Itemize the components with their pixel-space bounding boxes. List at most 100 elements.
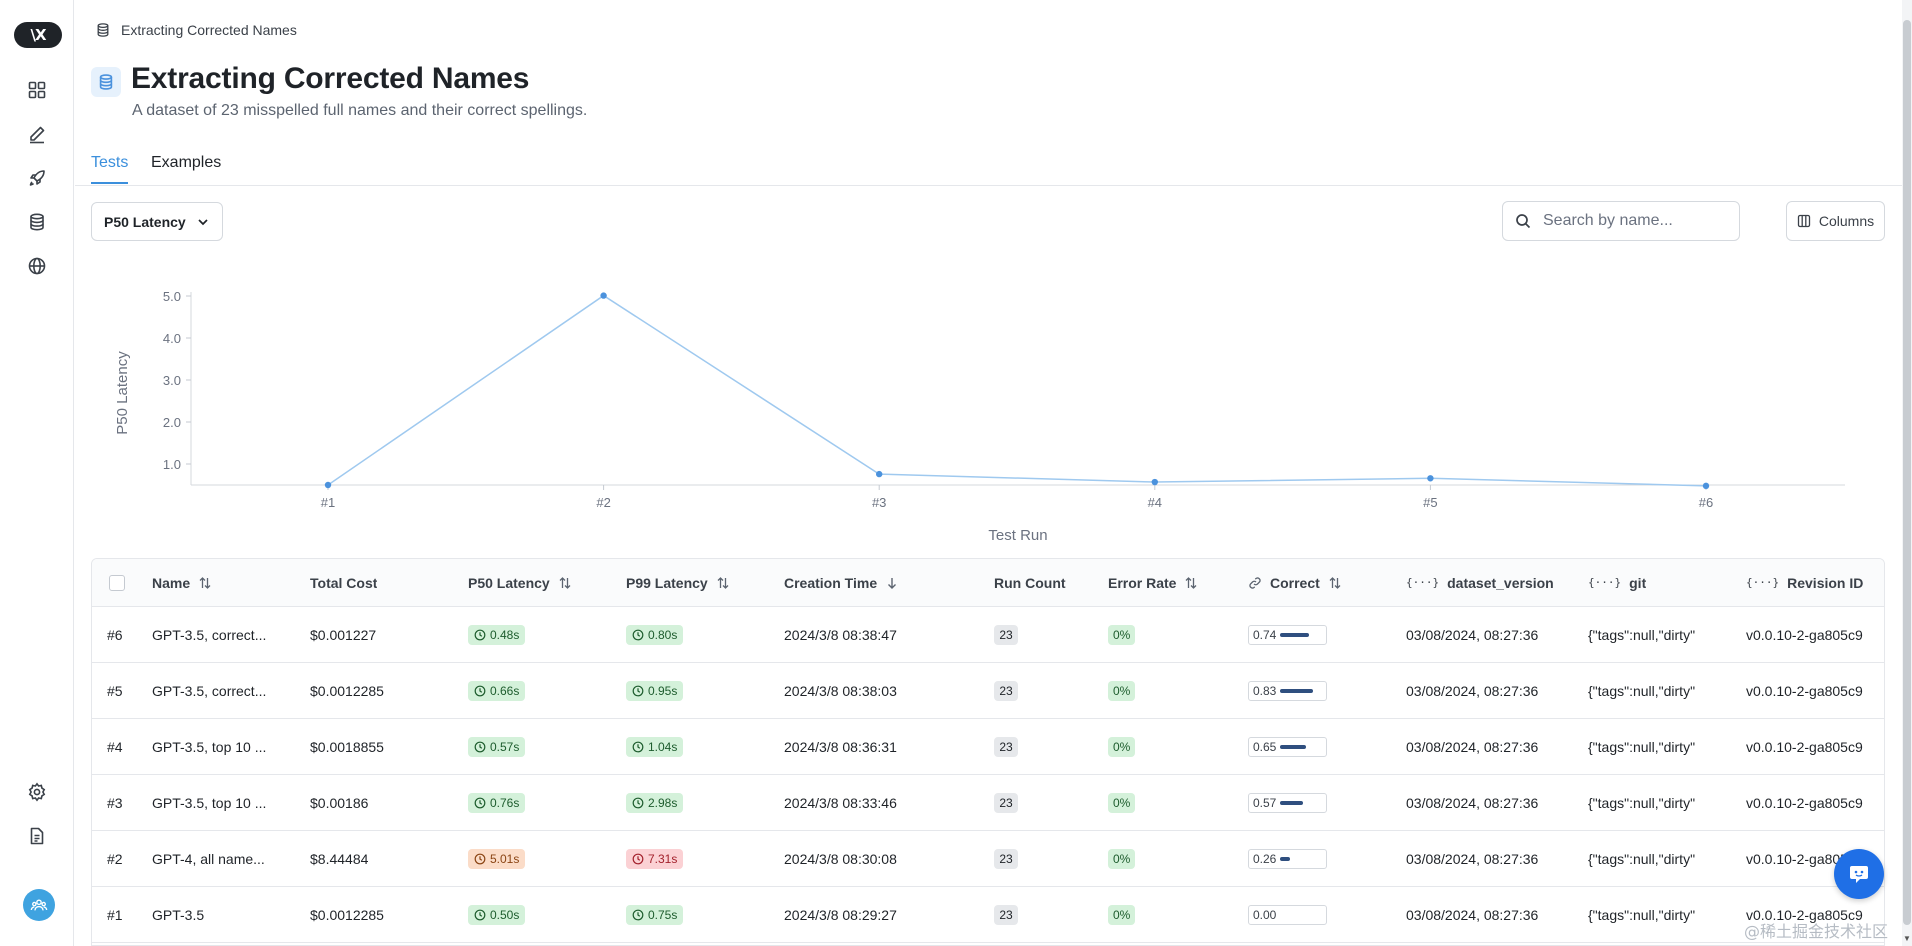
document-icon[interactable]	[23, 822, 51, 850]
row-p99-cell: 0.80s	[626, 607, 684, 662]
header-creation-time[interactable]: Creation Time	[784, 559, 899, 606]
app-logo[interactable]: \X	[14, 22, 62, 48]
chart-y-tick-label: 5.0	[163, 289, 181, 304]
row-id: #1	[107, 906, 123, 923]
row-correct-cell: 0.26	[1248, 831, 1327, 886]
header-p50-latency[interactable]: P50 Latency	[468, 559, 572, 606]
row-name[interactable]: GPT-3.5, correct...	[152, 682, 267, 699]
header-total-cost[interactable]: Total Cost	[310, 559, 377, 606]
p99-latency-value: 2.98s	[648, 795, 678, 810]
row-git: {"tags":null,"dirty"	[1588, 794, 1696, 811]
scroll-down-arrow[interactable]: ▼	[1903, 934, 1911, 943]
page-scrollbar-thumb[interactable]	[1903, 20, 1911, 925]
row-revision-id: v0.0.10-2-ga805c9	[1746, 626, 1863, 643]
chart-x-tick-label: #6	[1699, 495, 1713, 510]
sort-icon	[1329, 576, 1341, 589]
table-row[interactable]: #4 GPT-3.5, top 10 ... $0.0018855 0.57s 1.04…	[92, 719, 1884, 775]
header-revision-id[interactable]: {···} Revision ID	[1746, 559, 1863, 606]
p99-latency-value: 0.80s	[648, 627, 678, 642]
metric-select[interactable]: P50 Latency	[91, 202, 223, 241]
table-row[interactable]: #1 GPT-3.5 $0.0012285 0.50s 0.75s 2024/3/8 08…	[92, 887, 1884, 943]
header-p99-latency[interactable]: P99 Latency	[626, 559, 730, 606]
correct-value: 0.74	[1253, 627, 1277, 642]
chart-x-tick-label: #5	[1423, 495, 1437, 510]
row-name[interactable]: GPT-3.5, top 10 ...	[152, 794, 267, 811]
p50-latency-value: 0.57s	[490, 739, 520, 754]
breadcrumb[interactable]: Extracting Corrected Names	[95, 22, 297, 38]
database-icon	[97, 23, 109, 37]
row-name[interactable]: GPT-3.5	[152, 906, 205, 923]
p50-latency-badge: 0.57s	[468, 736, 526, 757]
team-avatar-icon[interactable]	[23, 889, 55, 921]
p50-latency-value: 0.48s	[490, 627, 520, 642]
row-name[interactable]: GPT-4, all name...	[152, 850, 265, 867]
tab-examples[interactable]: Examples	[151, 154, 222, 171]
search-input[interactable]	[1543, 212, 1723, 230]
header-error-rate[interactable]: Error Rate	[1108, 559, 1198, 606]
table-row[interactable]: #2 GPT-4, all name... $8.44484 5.01s 7.31s 20…	[92, 831, 1884, 887]
correct-score: 0.57	[1248, 792, 1327, 813]
header-correct-label: Correct	[1270, 574, 1320, 591]
pen-icon[interactable]	[23, 120, 51, 148]
correct-value: 0.00	[1253, 907, 1277, 922]
chart-x-tick-label: #4	[1148, 495, 1162, 510]
chart-data-point	[876, 470, 883, 478]
correct-score: 0.83	[1248, 680, 1327, 701]
p99-latency-badge: 7.31s	[626, 848, 684, 869]
row-name[interactable]: GPT-3.5, top 10 ...	[152, 738, 267, 755]
header-dataset-version-label: dataset_version	[1447, 574, 1554, 591]
latency-chart: P50 Latency Test Run 5.0 4.0 3.0 2.0 1.0 #1 #…	[114, 289, 1845, 544]
row-p99-cell: 0.75s	[626, 887, 684, 942]
table-row[interactable]: #3 GPT-3.5, top 10 ... $0.00186 0.76s 2.98s 2…	[92, 775, 1884, 831]
header-run-count[interactable]: Run Count	[994, 559, 1066, 606]
correct-bar-fill	[1280, 688, 1314, 693]
metric-select-value: P50 Latency	[104, 213, 186, 230]
row-run-count-cell: 23	[994, 887, 1018, 942]
row-creation-time: 2024/3/8 08:36:31	[784, 738, 897, 755]
row-error-rate-cell: 0%	[1108, 887, 1136, 942]
chart-data-point	[1702, 482, 1710, 490]
p50-latency-badge: 0.50s	[468, 904, 526, 925]
row-name[interactable]: GPT-3.5, correct...	[152, 626, 267, 643]
settings-icon[interactable]	[23, 778, 51, 806]
row-total-cost: $0.001227	[310, 626, 377, 643]
row-revision-id: v0.0.10-2-ga805c9	[1746, 682, 1863, 699]
clock-icon	[474, 629, 486, 640]
header-p50-label: P50 Latency	[468, 574, 550, 591]
columns-button[interactable]: Columns	[1786, 201, 1885, 241]
row-run-count-cell: 23	[994, 775, 1018, 830]
table-row[interactable]: #5 GPT-3.5, correct... $0.0012285 0.66s 0.95…	[92, 663, 1884, 719]
p99-latency-value: 0.75s	[648, 907, 678, 922]
header-correct[interactable]: Correct	[1248, 559, 1342, 606]
run-count-badge: 23	[994, 680, 1018, 701]
row-error-rate-cell: 0%	[1108, 831, 1136, 886]
sort-descending-icon	[888, 577, 897, 589]
row-error-rate-cell: 0%	[1108, 775, 1136, 830]
header-p99-label: P99 Latency	[626, 574, 708, 591]
row-git: {"tags":null,"dirty"	[1588, 850, 1696, 867]
select-all-checkbox[interactable]	[109, 574, 125, 591]
chat-button[interactable]	[1834, 849, 1884, 899]
chart-y-axis-label: P50 Latency	[114, 351, 131, 435]
correct-value: 0.57	[1253, 795, 1277, 810]
database-icon[interactable]	[23, 208, 51, 236]
correct-score: 0.26	[1248, 848, 1327, 869]
chart-data-point	[1427, 475, 1434, 482]
clock-icon	[474, 909, 486, 920]
breadcrumb-label[interactable]: Extracting Corrected Names	[121, 22, 297, 38]
p50-latency-badge: 0.76s	[468, 792, 526, 813]
row-p50-cell: 0.66s	[468, 663, 526, 718]
row-creation-time: 2024/3/8 08:38:47	[784, 626, 897, 643]
tab-tests[interactable]: Tests	[91, 154, 129, 184]
header-name[interactable]: Name	[152, 559, 212, 606]
row-p99-cell: 0.95s	[626, 663, 684, 718]
search-box[interactable]	[1502, 201, 1740, 241]
globe-icon[interactable]	[23, 252, 51, 280]
table-row[interactable]: #6 GPT-3.5, correct... $0.001227 0.48s 0.80s…	[92, 607, 1884, 663]
header-git[interactable]: {···} git	[1588, 559, 1646, 606]
chart-y-tick-label: 1.0	[163, 457, 181, 472]
main-content: Extracting Corrected Names Extracting Co…	[75, 0, 1912, 946]
rocket-icon[interactable]	[23, 164, 51, 192]
grid-icon[interactable]	[23, 76, 51, 104]
header-dataset-version[interactable]: {···} dataset_version	[1406, 559, 1554, 606]
